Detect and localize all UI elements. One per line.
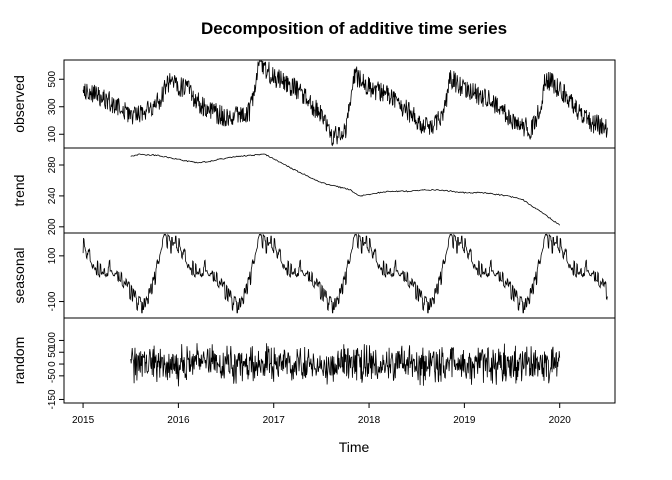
xtick-label: 2017 (263, 415, 286, 426)
yaxis-trend: 200 240 280 (47, 156, 64, 235)
ylabel-trend: trend (11, 175, 27, 207)
yaxis-observed: 100 300 500 (47, 70, 64, 143)
yaxis-seasonal: -100 100 (47, 247, 64, 312)
ytick-label-seasonal: 100 (47, 247, 58, 264)
ytick-label-observed: 500 (47, 70, 58, 87)
series-random (130, 343, 561, 387)
xtick-label: 2015 (72, 415, 95, 426)
ytick-label-observed: 100 (47, 125, 58, 142)
x-axis-label: Time (339, 439, 370, 455)
series-trend (130, 153, 561, 226)
panel-frame-seasonal (63, 232, 616, 319)
chart-title: Decomposition of additive time series (201, 19, 507, 38)
ytick-label-random: -50 (47, 368, 58, 383)
ylabel-seasonal: seasonal (11, 247, 27, 303)
ytick-label-random: 100 (47, 332, 58, 349)
series-observed (82, 60, 608, 147)
panel-observed: observed 100 300 500 (11, 59, 616, 149)
panel-frame-trend (63, 147, 616, 234)
ytick-label-seasonal: -100 (47, 291, 58, 311)
x-axis: 2015 2016 2017 2018 2019 2020 (72, 402, 572, 426)
ytick-label-trend: 240 (47, 187, 58, 204)
series-seasonal (82, 233, 608, 314)
panel-trend: trend 200 240 280 (11, 147, 616, 235)
ytick-label-random: 0 (47, 361, 58, 367)
ytick-label-trend: 200 (47, 218, 58, 235)
xtick-label: 2019 (453, 415, 476, 426)
ytick-label-random: -150 (47, 389, 58, 409)
xtick-label: 2018 (358, 415, 381, 426)
panel-seasonal: seasonal -100 100 (11, 232, 616, 319)
ytick-label-trend: 280 (47, 156, 58, 173)
ylabel-random: random (11, 337, 27, 384)
xtick-label: 2020 (549, 415, 572, 426)
ylabel-observed: observed (11, 75, 27, 133)
ytick-label-observed: 300 (47, 98, 58, 115)
xtick-label: 2016 (167, 415, 190, 426)
ytick-label-random: 50 (47, 346, 58, 358)
